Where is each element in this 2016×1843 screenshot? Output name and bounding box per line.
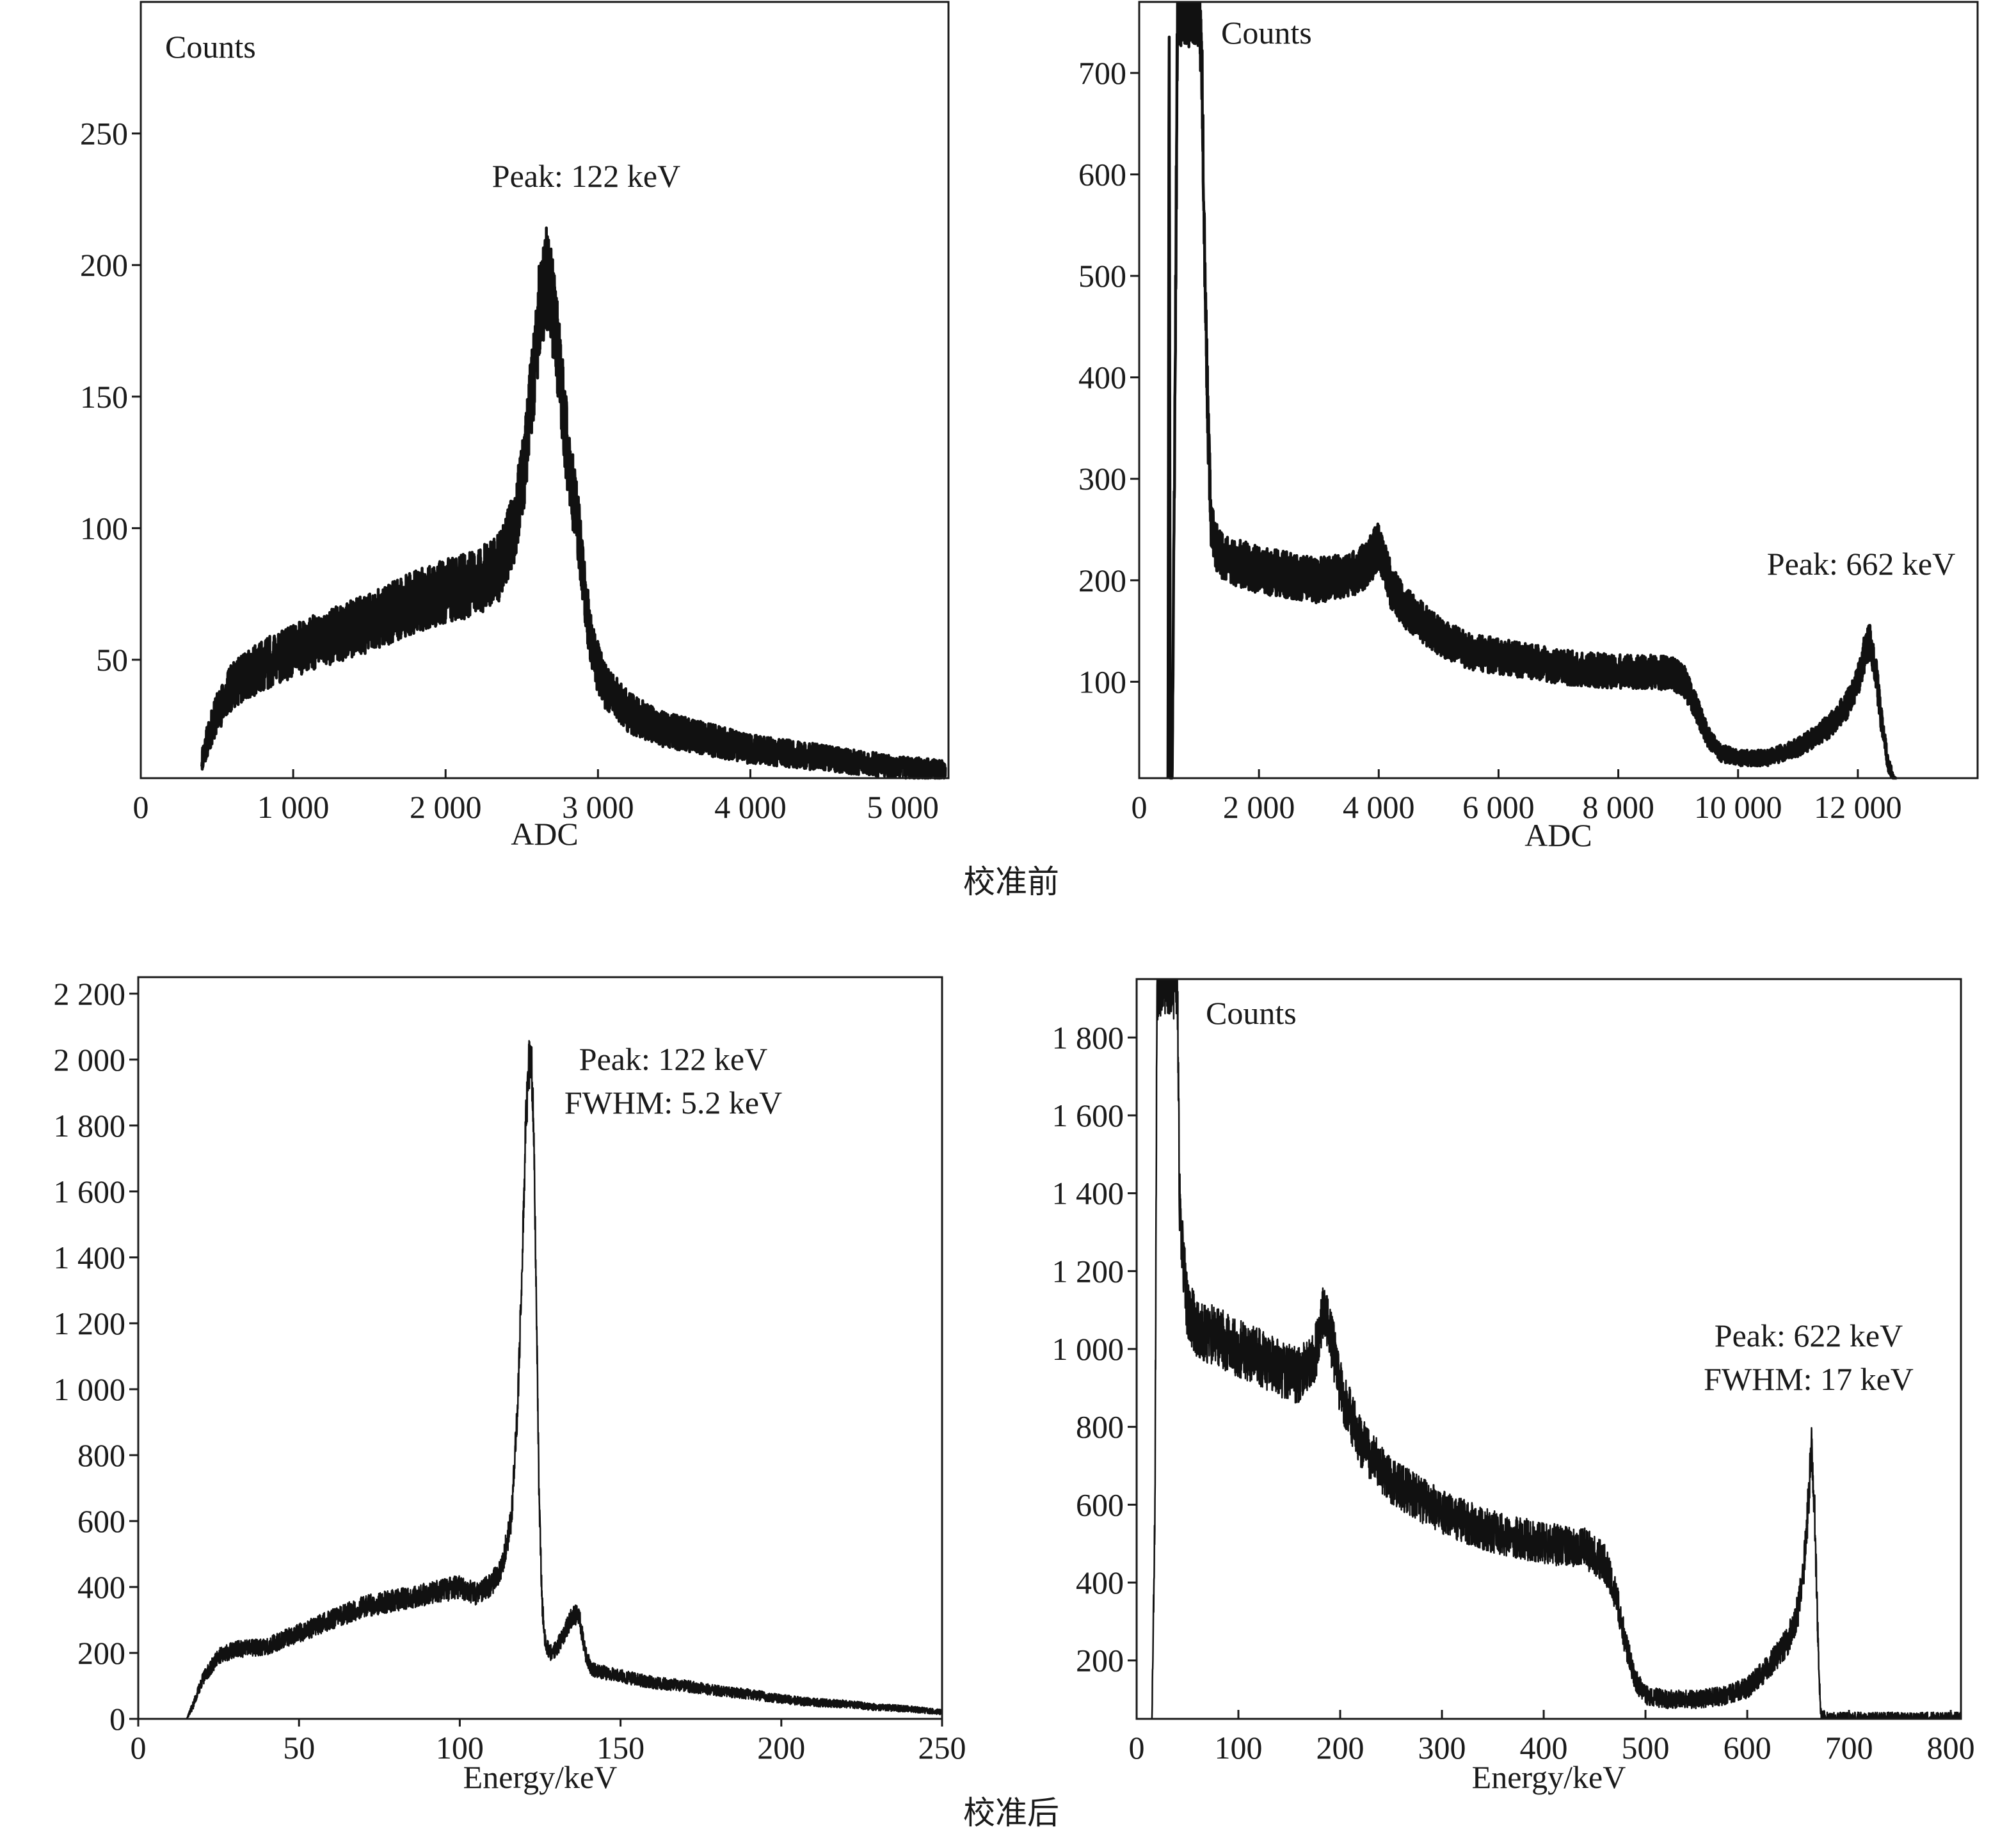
y-tick-label: 400 (1076, 1565, 1124, 1600)
x-tick-label: 100 (436, 1730, 484, 1766)
fwhm-annotation: FWHM: 17 keV (1704, 1361, 1914, 1397)
y-axis-title: Counts (165, 29, 256, 65)
x-tick-label: 5 000 (867, 789, 939, 825)
y-tick-label: 1 400 (1052, 1176, 1124, 1211)
x-tick-label: 50 (283, 1730, 315, 1766)
x-axis-title: Energy/keV (463, 1759, 618, 1795)
y-tick-label: 700 (1078, 55, 1126, 91)
x-tick-label: 0 (1132, 789, 1148, 825)
y-tick-label: 2 200 (54, 976, 126, 1012)
x-axis-title: ADC (1524, 817, 1592, 853)
y-tick-label: 400 (77, 1569, 125, 1605)
x-tick-label: 100 (1215, 1730, 1263, 1766)
x-tick-label: 0 (133, 789, 149, 825)
y-tick-label: 1 200 (54, 1305, 126, 1341)
y-tick-label: 600 (1076, 1487, 1124, 1522)
peak-annotation: Peak: 622 keV (1715, 1318, 1903, 1353)
y-tick-label: 500 (1078, 258, 1126, 294)
x-tick-label: 150 (596, 1730, 644, 1766)
y-tick-label: 2 000 (54, 1042, 126, 1078)
x-tick-label: 6 000 (1462, 789, 1535, 825)
x-tick-label: 3 000 (562, 789, 634, 825)
x-tick-label: 0 (131, 1730, 147, 1766)
x-tick-label: 8 000 (1582, 789, 1654, 825)
x-tick-label: 1 000 (257, 789, 330, 825)
x-tick-label: 250 (918, 1730, 966, 1766)
x-tick-label: 800 (1927, 1730, 1975, 1766)
y-tick-label: 200 (80, 247, 128, 283)
x-tick-label: 700 (1825, 1730, 1873, 1766)
y-tick-label: 400 (1078, 360, 1126, 395)
spectrum-line (1166, 1, 1898, 780)
plot-frame (140, 1, 950, 779)
x-tick-label: 200 (757, 1730, 805, 1766)
x-tick-label: 4 000 (714, 789, 787, 825)
y-tick-label: 1 000 (1052, 1331, 1124, 1367)
x-tick-label: 12 000 (1814, 789, 1902, 825)
x-axis-title: ADC (511, 816, 579, 852)
plot-frame (1138, 1, 1979, 779)
y-axis-title: Counts (1221, 15, 1312, 51)
chart-panel-adc-122kev: 0 1 000 2 000 3 000 4 000 5 000 50 100 150 200 250… (80, 1, 950, 852)
y-tick-label: 1 600 (1052, 1097, 1124, 1133)
x-tick-label: 10 000 (1694, 789, 1782, 825)
y-tick-label: 100 (80, 510, 128, 546)
y-tick-label: 800 (1076, 1409, 1124, 1445)
y-tick-label: 600 (77, 1503, 125, 1539)
spectrum-line (186, 1040, 943, 1720)
chart-panel-adc-662kev: 0 2 000 4 000 6 000 8 000 10 000 12 000 100 200 3… (1078, 1, 1979, 853)
x-axis-title: Energy/keV (1472, 1759, 1626, 1795)
y-axis-title: Counts (1206, 995, 1297, 1031)
x-tick-label: 400 (1520, 1730, 1568, 1766)
y-tick-label: 200 (1078, 562, 1126, 598)
y-tick-label: 200 (77, 1635, 125, 1671)
chart-panel-energy-662kev: 0 100 200 300 400 500 600 700 800 200 400 600 800 1 0… (1052, 978, 1975, 1795)
chart-panel-energy-122kev: 0 50 100 150 200 250 0 200 400 600 800 1 000 1 200 1 … (54, 976, 966, 1795)
peak-annotation: Peak: 662 keV (1767, 546, 1955, 582)
peak-annotation: Peak: 122 keV (492, 158, 680, 194)
caption-after-calibration: 校准后 (963, 1795, 1059, 1831)
x-tick-label: 600 (1724, 1730, 1772, 1766)
x-tick-label: 4 000 (1343, 789, 1415, 825)
y-tick-label: 50 (96, 642, 128, 678)
y-tick-label: 300 (1078, 461, 1126, 497)
x-tick-label: 300 (1418, 1730, 1466, 1766)
y-tick-label: 1 200 (1052, 1253, 1124, 1289)
y-tick-label: 600 (1078, 157, 1126, 193)
y-tick-label: 1 000 (54, 1371, 126, 1407)
fwhm-annotation: FWHM: 5.2 keV (564, 1085, 782, 1121)
y-tick-label: 150 (80, 379, 128, 415)
caption-before-calibration: 校准前 (963, 864, 1059, 900)
spectrum-line (200, 226, 947, 780)
y-tick-label: 800 (77, 1437, 125, 1473)
y-tick-label: 0 (109, 1701, 125, 1737)
y-tick-label: 100 (1078, 664, 1126, 699)
y-tick-label: 1 800 (1052, 1019, 1124, 1055)
x-tick-label: 2 000 (410, 789, 482, 825)
peak-annotation: Peak: 122 keV (579, 1041, 767, 1077)
x-tick-label: 200 (1316, 1730, 1364, 1766)
y-tick-label: 1 600 (54, 1174, 126, 1209)
y-tick-label: 1 400 (54, 1240, 126, 1275)
x-tick-label: 0 (1129, 1730, 1145, 1766)
x-tick-label: 2 000 (1223, 789, 1295, 825)
plot-frame (137, 976, 943, 1720)
x-tick-label: 500 (1622, 1730, 1670, 1766)
y-tick-label: 200 (1076, 1643, 1124, 1679)
y-tick-label: 250 (80, 116, 128, 152)
y-tick-label: 1 800 (54, 1108, 126, 1144)
